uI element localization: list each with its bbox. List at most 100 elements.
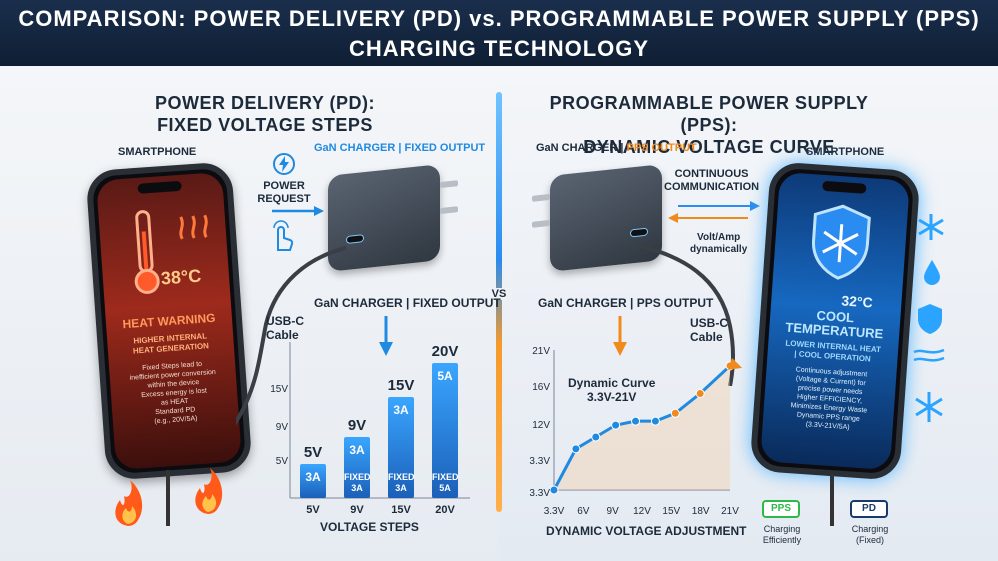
pps-phone-screen: 32°C COOL TEMPERATURE LOWER INTERNAL HEA… (760, 171, 910, 471)
pd-smartphone-label: SMARTPHONE (118, 146, 197, 158)
pps-curve-point (549, 485, 559, 495)
flame-icon-right (188, 466, 228, 516)
snowflake-icon-bottom (912, 390, 946, 424)
hand-tap-icon (268, 220, 296, 252)
pps-x-tick: 3.3V (544, 506, 565, 517)
pd-cable-label: USB-C Cable (266, 314, 304, 342)
pps-bidirectional-arrow (668, 201, 760, 223)
pps-volt-amp-label: Volt/Amp dynamically (690, 232, 748, 255)
pps-phone-subtitle: LOWER INTERNAL HEAT | COOL OPERATION (785, 338, 882, 364)
pps-curve-point (571, 444, 581, 454)
pd-x-tick: 15V (391, 504, 411, 516)
pps-phone-body: Continuous adjustment (Voltage & Current… (790, 366, 868, 432)
pd-smartphone: 38°C HEAT WARNING HIGHER INTERNAL HEAT G… (85, 161, 253, 481)
title-line-1: COMPARISON: POWER DELIVERY (PD) vs. PROG… (18, 6, 980, 31)
pps-curve-point (591, 432, 601, 442)
pps-phone-cable (830, 474, 834, 526)
heat-waves-icon (174, 209, 216, 242)
pps-smartphone: 32°C COOL TEMPERATURE LOWER INTERNAL HEA… (749, 161, 921, 481)
pd-bar: 3A FIXED 3A (344, 437, 371, 498)
pps-x-axis-title: DYNAMIC VOLTAGE ADJUSTMENT (546, 524, 747, 538)
title-line-2: CHARGING TECHNOLOGY (348, 36, 650, 61)
pd-down-arrow (379, 316, 393, 356)
pd-heat-warning: HEAT WARNING (122, 310, 216, 332)
pps-x-tick: 9V (607, 506, 620, 517)
pps-line-chart: 21V 16V 12V 3.3V 3.3V 3.3V 6V 9V 12V 15V 18V 21V (529, 346, 742, 517)
pd-charger-label-top: GaN CHARGER | FIXED OUTPUT (314, 142, 485, 154)
pd-charger-port (346, 234, 364, 244)
pd-bar-fixed-label: FIXED 3A (388, 471, 415, 493)
pd-y-tick: 5V (275, 456, 288, 467)
pd-bar-voltage-label: 20V (431, 342, 459, 360)
pps-y-tick: 12V (532, 420, 550, 431)
pps-down-arrow (613, 316, 627, 356)
center-divider (496, 92, 502, 512)
pps-curve-label: Dynamic Curve 3.3V-21V (568, 376, 656, 404)
pd-y-tick: 9V (275, 422, 288, 433)
pd-badge-caption: Charging (Fixed) (851, 524, 889, 545)
pps-x-tick: 18V (692, 506, 710, 517)
pps-cable-label: USB-C Cable (690, 316, 728, 344)
pps-heading-line-2: DYNAMIC VOLTAGE CURVE (583, 137, 835, 157)
pd-x-tick: 5V (306, 504, 320, 516)
pd-bar-chart-axes (289, 342, 470, 499)
pd-heading-line-1: POWER DELIVERY (PD): (154, 93, 375, 113)
pps-curve-point (611, 420, 621, 430)
pd-phone-body: Fixed Steps lead to inefficient power co… (129, 360, 217, 426)
pd-charger-label-mid: GaN CHARGER | FIXED OUTPUT (314, 296, 501, 310)
flame-icon-left (108, 478, 148, 528)
pps-x-tick: 12V (633, 506, 651, 517)
pps-heading: PROGRAMMABLE POWER SUPPLY (PPS): DYNAMIC… (534, 92, 884, 158)
pps-charging-badge: PPS (762, 500, 800, 518)
pd-charging-badge: PD (850, 500, 888, 518)
pd-bar-voltage-label: 9V (347, 417, 367, 435)
shield-snowflake-icon (805, 200, 876, 284)
pps-x-tick: 21V (721, 506, 739, 517)
wind-waves-icon (912, 346, 946, 366)
thermometer-hot-icon (122, 206, 168, 299)
pps-curve-arrowhead (728, 357, 742, 370)
pd-x-tick: 20V (435, 504, 455, 516)
pd-phone-subtitle: HIGHER INTERNAL HEAT GENERATION (132, 331, 210, 356)
pps-continuous-label: CONTINUOUS COMMUNICATION (664, 168, 760, 193)
pd-heading: POWER DELIVERY (PD): FIXED VOLTAGE STEPS (130, 92, 400, 136)
pps-x-tick: 6V (577, 506, 590, 517)
pps-heading-line-1: PROGRAMMABLE POWER SUPPLY (PPS): (549, 93, 869, 135)
pps-curve-point (695, 389, 705, 399)
pd-heading-line-2: FIXED VOLTAGE STEPS (157, 115, 373, 135)
pps-phone-notch (822, 180, 867, 194)
pps-charger-label-mid: GaN CHARGER | PPS OUTPUT (538, 296, 714, 310)
pd-bar-voltage-label: 5V (303, 444, 323, 462)
pps-y-tick: 21V (532, 346, 550, 357)
pps-smartphone-label: SMARTPHONE (806, 146, 885, 158)
pd-request-arrow (272, 206, 324, 216)
pps-y-tick: 16V (532, 382, 550, 393)
vs-label: VS (486, 288, 512, 300)
pd-panel-background (0, 66, 499, 561)
pps-x-tick: 15V (662, 506, 680, 517)
pps-y-tick: 3.3V (529, 488, 550, 499)
pd-phone-screen: 38°C HEAT WARNING HIGHER INTERNAL HEAT G… (96, 171, 242, 471)
pd-x-axis-title: VOLTAGE STEPS (320, 520, 419, 534)
lightning-bolt-icon (272, 152, 296, 176)
pps-charger-label-top: GaN CHARGER | PPS OUTPUT (536, 142, 697, 154)
snowflake-icon-top (916, 212, 946, 242)
shield-icon (916, 302, 944, 336)
pps-charger-label-top-a: GaN CHARGER | (536, 142, 627, 154)
pd-phone-temperature: 38°C (160, 265, 202, 289)
pd-usb-c-cable (236, 246, 347, 426)
pd-power-request-label: POWER REQUEST (257, 180, 311, 205)
title-banner: COMPARISON: POWER DELIVERY (PD) vs. PROG… (0, 0, 998, 66)
pd-bar: 5A FIXED 5A (432, 362, 459, 498)
water-drop-icon (922, 258, 942, 286)
pd-charger-label-top-text: GaN CHARGER | FIXED OUTPUT (314, 142, 486, 154)
pps-panel-background (499, 66, 998, 561)
pd-bar-current-label: 3A (349, 443, 365, 458)
pps-charger-label-top-b: PPS OUTPUT (626, 142, 697, 154)
pd-bar: 3A (300, 464, 326, 498)
pd-bar-current-label: 5A (437, 368, 453, 383)
pps-curve-area (554, 365, 730, 490)
pd-bar-current-label: 3A (393, 402, 409, 417)
pd-bar-fixed-label: FIXED 3A (344, 471, 371, 493)
pd-y-tick: 15V (270, 384, 288, 395)
